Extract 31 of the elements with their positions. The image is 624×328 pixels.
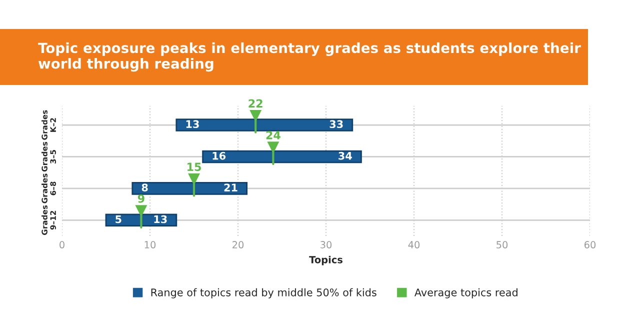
data-label: 24	[266, 130, 280, 140]
annotation: 21	[224, 184, 238, 192]
x-tick-label: 20	[232, 241, 244, 248]
x-tick-label: 60	[584, 241, 596, 248]
annotation: 33	[330, 120, 343, 128]
annotation: 16	[212, 152, 226, 160]
data-label: 9	[138, 194, 144, 203]
point	[188, 173, 200, 184]
legend-label: Range of topics read by middle 50% of kids	[151, 288, 376, 298]
annotation: 34	[338, 152, 352, 160]
x-tick-label: 30	[320, 241, 332, 248]
bar	[202, 150, 362, 164]
legend-label: Average topics read	[414, 288, 518, 298]
x-tick-label: 0	[60, 241, 64, 248]
annotation: 5	[116, 215, 122, 224]
x-tick-label: 10	[144, 241, 156, 248]
bar	[176, 118, 354, 132]
data-label: 15	[188, 162, 201, 172]
point	[268, 142, 279, 153]
x-tick-label: 50	[496, 241, 508, 248]
point	[136, 205, 147, 216]
point	[250, 110, 262, 122]
x-axis-title: Topics	[309, 256, 342, 266]
chart-title: Topic exposure peaks in elementary grades as students explore their world through reading	[38, 42, 581, 72]
annotation: 13	[186, 120, 199, 128]
x-tick-label: 40	[408, 241, 420, 248]
bar	[105, 214, 178, 227]
annotation: 8	[142, 184, 148, 192]
annotation: 13	[154, 215, 167, 224]
bar	[132, 182, 248, 195]
data-label: 22	[248, 99, 262, 108]
